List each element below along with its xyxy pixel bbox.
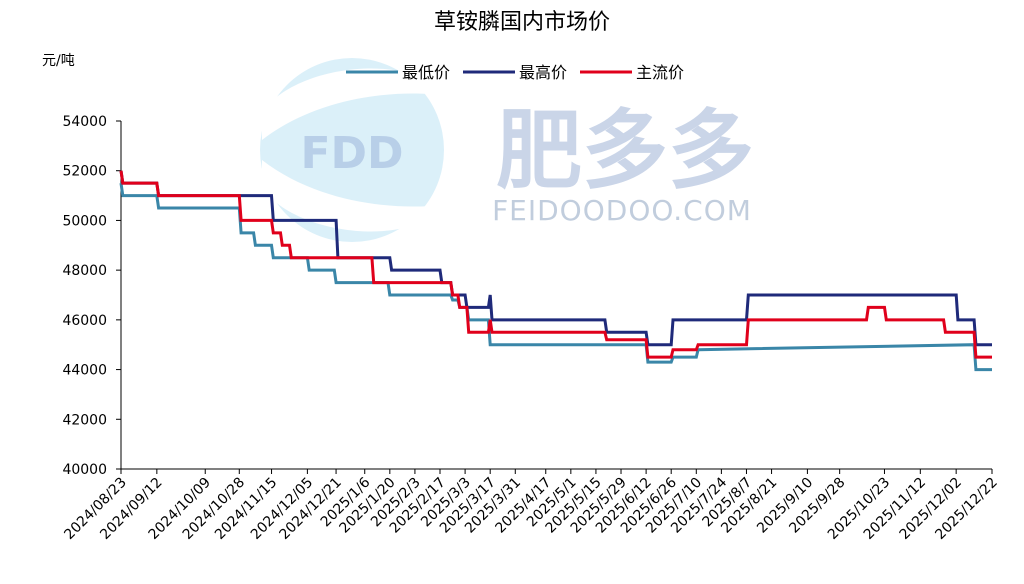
watermark-leaf-top (262, 68, 440, 140)
watermark-domain-text: FEIDOODOO.COM (492, 194, 752, 227)
y-axis: 40000 42000 44000 46000 48000 50000 52000 54000 (62, 114, 122, 478)
legend: 最低价 最高价 主流价 (346, 63, 684, 82)
y-tick-label: 54000 (62, 114, 107, 130)
legend-label: 最低价 (402, 63, 450, 82)
y-tick-label: 52000 (62, 164, 107, 180)
series-line-主流价 (119, 170, 992, 359)
watermark-leaf-bottom (262, 160, 440, 232)
series-lines (119, 170, 992, 372)
legend-label: 主流价 (636, 63, 684, 82)
x-axis: 2024/08/232024/09/122024/10/092024/10/28… (61, 468, 1001, 543)
y-tick-label: 42000 (62, 412, 107, 428)
y-tick-label: 40000 (62, 462, 107, 478)
y-tick-label: 44000 (62, 363, 107, 379)
y-tick-label: 48000 (62, 263, 107, 279)
series-line-最低价 (119, 182, 992, 372)
y-tick-label: 50000 (62, 213, 107, 229)
y-axis-unit-label: 元/吨 (42, 53, 75, 69)
watermark: FDD 肥多多 FEIDOODOO.COM (260, 58, 754, 242)
watermark-brand-text: 肥多多 (496, 101, 754, 201)
legend-label: 最高价 (519, 63, 567, 82)
chart-title: 草铵膦国内市场价 (434, 10, 610, 35)
series-line-最高价 (119, 170, 992, 347)
y-tick-label: 46000 (62, 313, 107, 329)
watermark-logo-text: FDD (300, 128, 403, 179)
